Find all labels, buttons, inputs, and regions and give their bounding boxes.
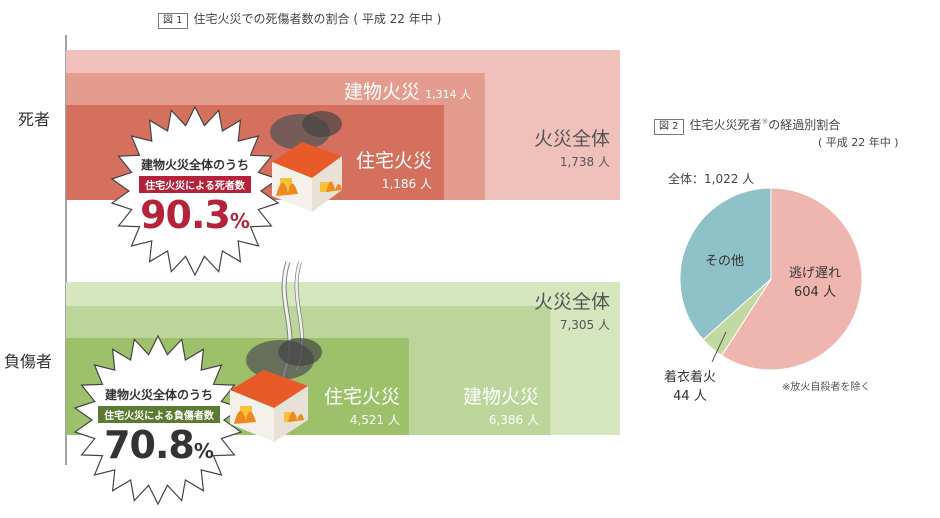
injuries-building-name: 建物火災 <box>462 386 539 408</box>
injuries-percent-unit: % <box>193 439 214 463</box>
figure1-caption: 図 1 住宅火災での死傷者数の割合 ( 平成 22 年中 ) <box>158 10 441 29</box>
row-label-deaths: 死者 <box>18 110 51 129</box>
injuries-housing-value: 4,521 人 <box>349 413 400 427</box>
pie-slice-2 <box>679 187 772 341</box>
figure2-tag: 図 2 <box>654 119 684 135</box>
injuries-badge-line1: 建物火災全体のうち <box>104 388 213 402</box>
row-label-injuries: 負傷者 <box>4 352 53 371</box>
deaths-badge-percent: 90.3% <box>120 196 270 234</box>
injuries-total-label: 火災全体 7,305 人 <box>528 287 610 333</box>
deaths-badge-text: 建物火災全体のうち 住宅火災による死者数 90.3% <box>120 156 270 234</box>
deaths-housing-label: 住宅火災 1,186 人 <box>350 146 432 192</box>
injuries-building-label: 建物火災 6,386 人 <box>455 382 539 428</box>
deaths-badge-line2: 住宅火災による死者数 <box>139 176 251 193</box>
injuries-percent-value: 70.8 <box>104 423 195 467</box>
pie-label-nigeokure-value: 604 人 <box>794 285 836 300</box>
leader-line <box>711 331 727 363</box>
figure1-title: 住宅火災での死傷者数の割合 ( 平成 22 年中 ) <box>193 12 442 26</box>
injuries-total-name: 火災全体 <box>533 291 610 313</box>
injuries-badge-line2: 住宅火災による負傷者数 <box>98 406 220 423</box>
deaths-total-name: 火災全体 <box>533 128 610 150</box>
deaths-percent-value: 90.3 <box>140 193 231 237</box>
pie-label-sonota: その他 <box>705 254 745 269</box>
deaths-housing-value: 1,186 人 <box>381 177 432 191</box>
injuries-badge-percent: 70.8% <box>84 426 234 464</box>
pie-label-nigeokure-name: 逃げ遅れ <box>788 266 841 281</box>
pie-label-chakui: 着衣着火 44 人 <box>662 366 718 404</box>
figure2-title-rest: の経過別割合 <box>768 118 841 132</box>
pie-label-chakui-value: 44 人 <box>673 389 707 404</box>
deaths-badge-line1: 建物火災全体のうち <box>140 158 249 172</box>
injuries-building-value: 6,386 人 <box>488 413 539 427</box>
pie-chart <box>679 187 863 371</box>
figure2-title-mark: ※ <box>761 117 769 126</box>
figure2-subtitle: ( 平成 22 年中 ) <box>818 136 899 149</box>
figure1-tag: 図 1 <box>158 13 188 29</box>
injuries-housing-name: 住宅火災 <box>323 386 400 408</box>
figure2-caption: 図 2 住宅火災死者※の経過別割合 <box>654 116 840 135</box>
pie-total-label: 全体：1,022 人 <box>668 172 755 186</box>
deaths-housing-name: 住宅火災 <box>355 150 432 172</box>
pie-slice-0 <box>721 187 863 371</box>
deaths-building-name: 建物火災 <box>344 81 421 103</box>
burning-house-icon <box>230 338 322 442</box>
figure2-note: ※放火自殺者を除く <box>782 382 871 393</box>
injuries-total-value: 7,305 人 <box>559 318 610 332</box>
deaths-building-value: 1,314 人 <box>425 88 472 101</box>
figure2-title-main: 住宅火災死者 <box>689 118 762 132</box>
injuries-badge-text: 建物火災全体のうち 住宅火災による負傷者数 70.8% <box>84 386 234 464</box>
deaths-building-label: 建物火災 1,314 人 <box>344 77 471 104</box>
deaths-percent-unit: % <box>229 209 250 233</box>
pie-label-nigeokure: 逃げ遅れ 604 人 <box>780 262 850 300</box>
deaths-total-value: 1,738 人 <box>559 155 610 169</box>
burning-house-icon <box>270 111 342 212</box>
injuries-housing-label: 住宅火災 4,521 人 <box>318 382 400 428</box>
pie-label-chakui-name: 着衣着火 <box>663 370 716 385</box>
deaths-total-label: 火災全体 1,738 人 <box>530 124 610 170</box>
